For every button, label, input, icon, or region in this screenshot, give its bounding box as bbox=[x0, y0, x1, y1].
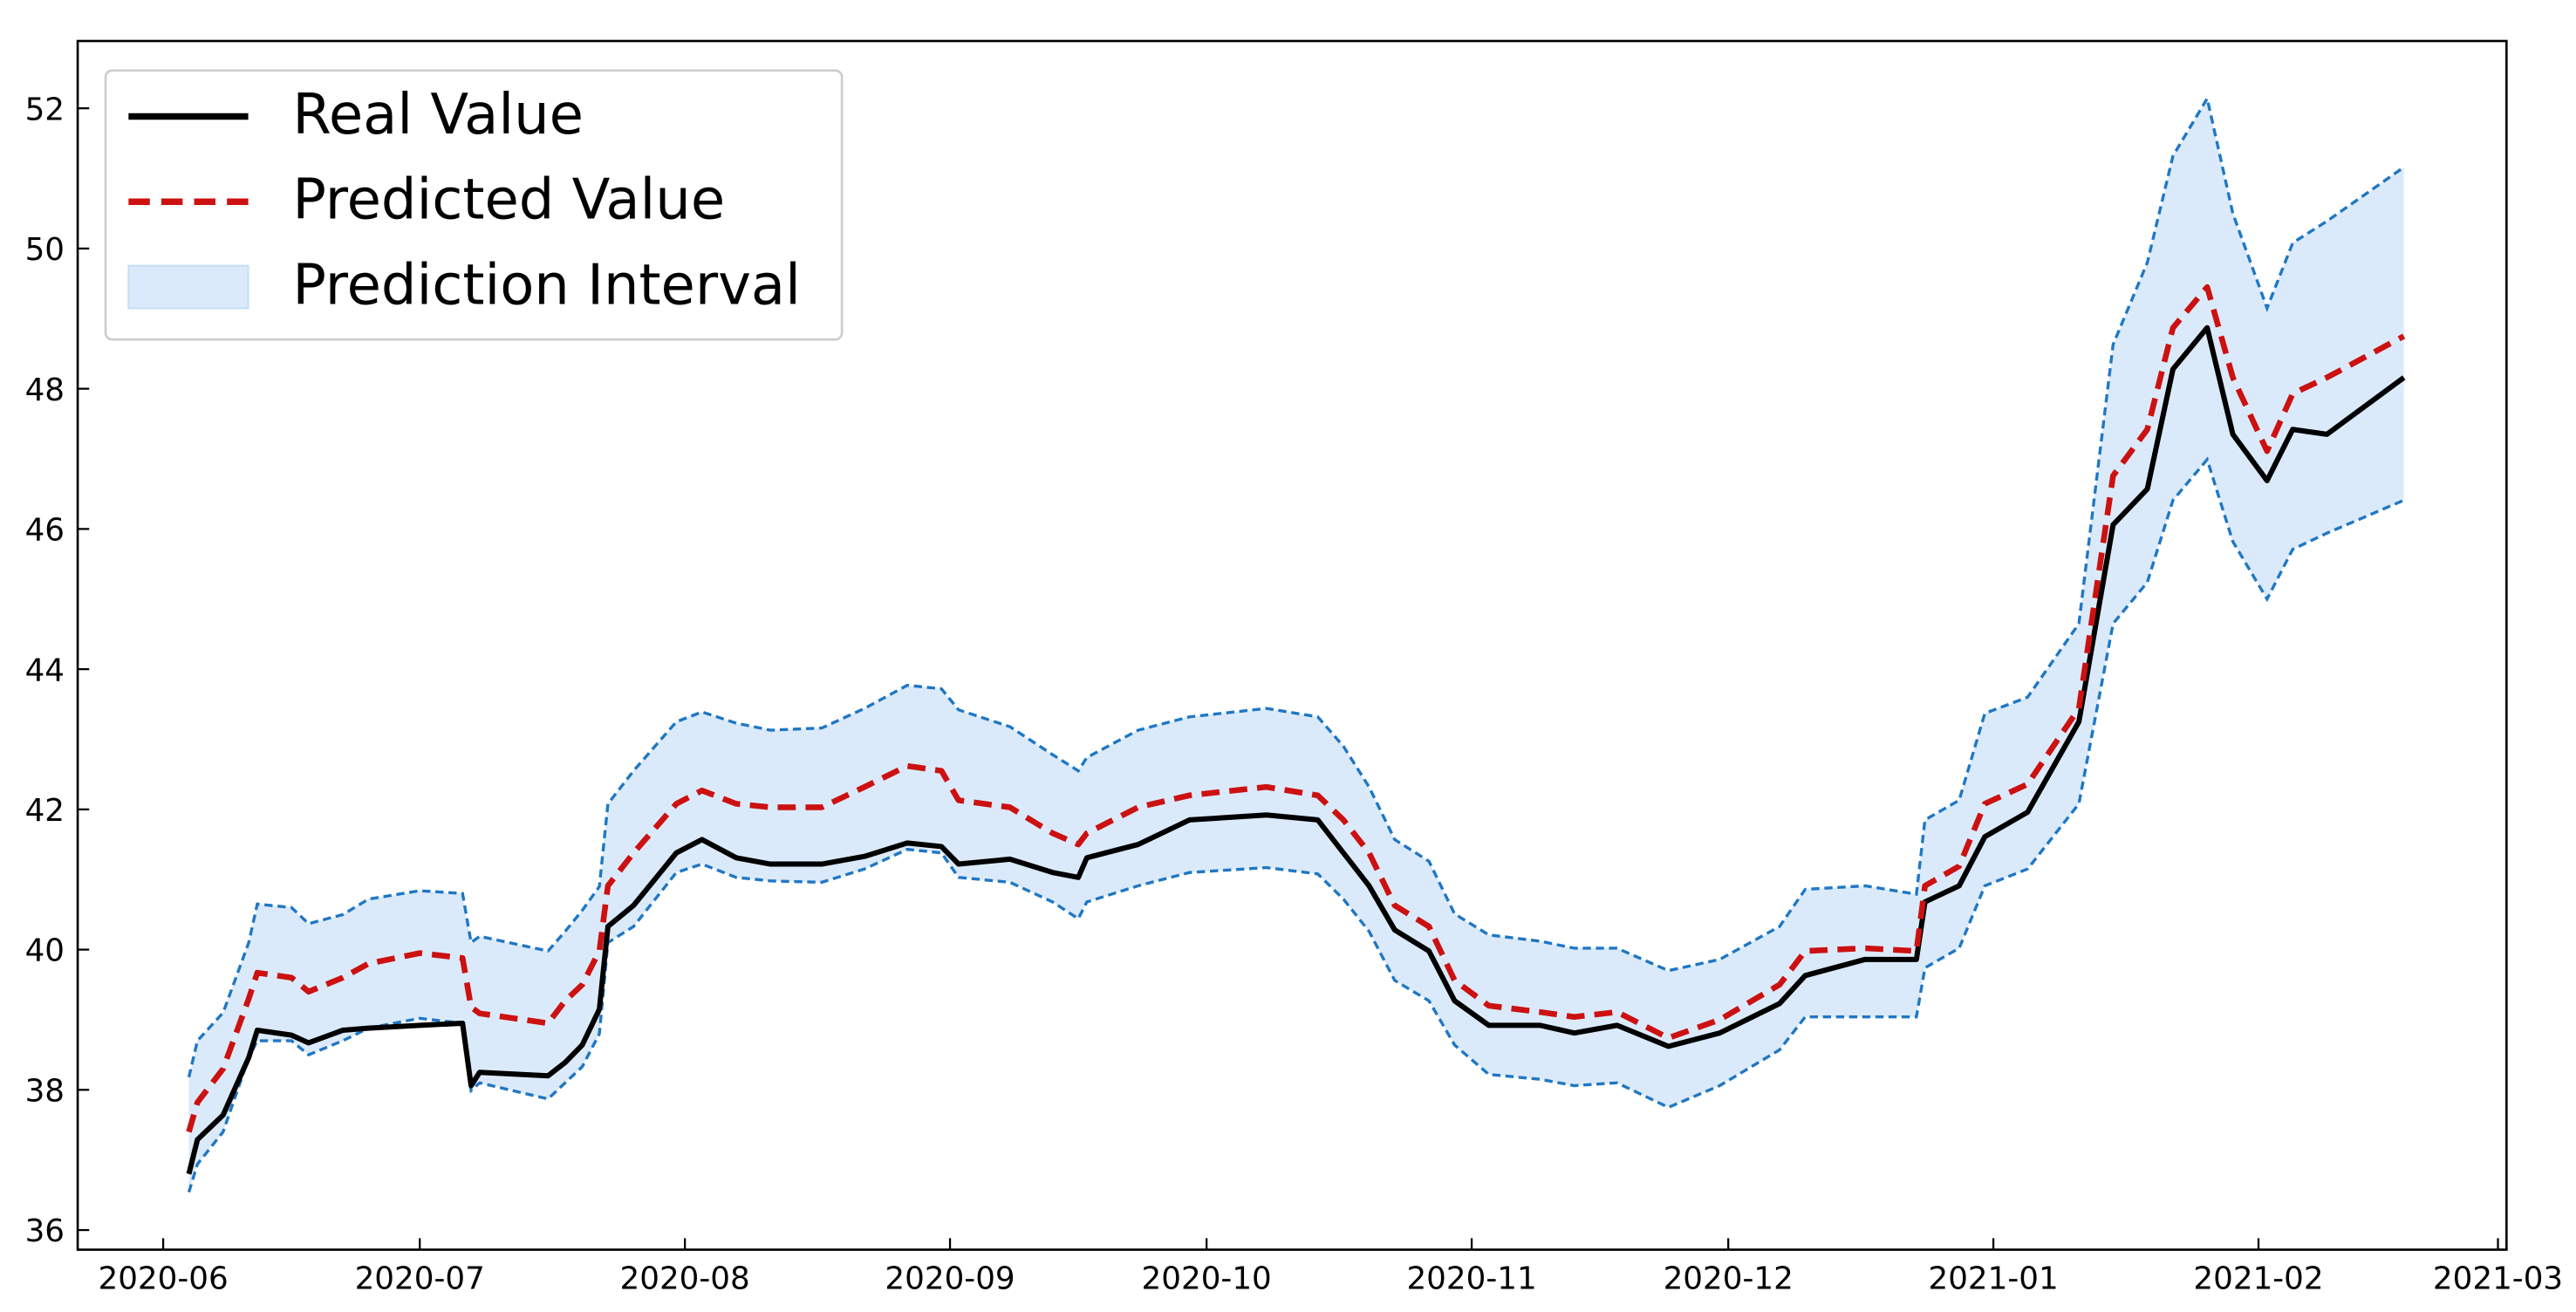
x-tick-label: 2020-12 bbox=[1664, 1261, 1794, 1297]
y-tick-label: 52 bbox=[25, 92, 65, 127]
x-tick-label: 2020-07 bbox=[355, 1261, 485, 1297]
legend: Real Value Predicted Value Prediction Inte… bbox=[104, 69, 844, 341]
legend-label: Predicted Value bbox=[292, 168, 725, 233]
x-tick-label: 2020-11 bbox=[1406, 1261, 1536, 1297]
legend-label: Prediction Interval bbox=[292, 253, 801, 318]
y-tick-label: 50 bbox=[25, 232, 65, 268]
plot-frame bbox=[76, 39, 2508, 1251]
interval-bound bbox=[187, 94, 2405, 1078]
y-tick-label: 48 bbox=[25, 372, 65, 408]
series-line bbox=[186, 284, 2406, 1133]
x-tick-label: 2021-01 bbox=[1928, 1261, 2058, 1297]
series-line bbox=[186, 325, 2406, 1175]
x-tick-label: 2021-02 bbox=[2193, 1261, 2323, 1297]
prediction-interval bbox=[188, 98, 2404, 1192]
y-tick-label: 40 bbox=[25, 933, 65, 969]
y-tick-label: 36 bbox=[25, 1213, 65, 1249]
x-tick-label: 2020-06 bbox=[98, 1261, 228, 1297]
y-tick-label: 44 bbox=[25, 653, 65, 688]
y-tick-label: 42 bbox=[25, 793, 65, 829]
legend-swatch bbox=[127, 264, 249, 310]
x-tick-label: 2021-03 bbox=[2433, 1261, 2563, 1297]
x-tick-label: 2020-10 bbox=[1142, 1261, 1272, 1297]
legend-box bbox=[104, 69, 844, 341]
y-tick-label: 38 bbox=[25, 1073, 65, 1109]
x-tick-label: 2020-09 bbox=[885, 1261, 1015, 1297]
x-tick-label: 2020-08 bbox=[620, 1261, 750, 1297]
legend-label: Real Value bbox=[292, 83, 584, 147]
y-tick-label: 46 bbox=[25, 513, 65, 549]
interval-bound bbox=[187, 456, 2405, 1193]
